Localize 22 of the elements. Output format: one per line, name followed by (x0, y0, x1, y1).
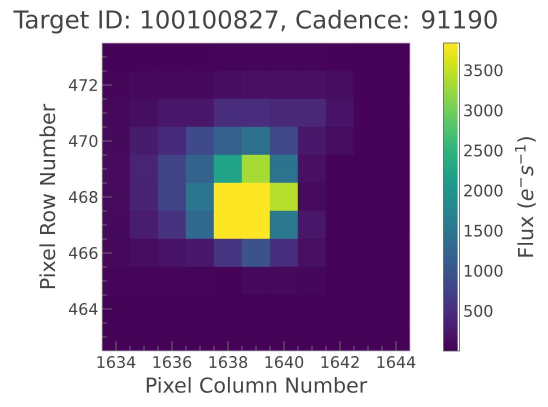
color-bar-label: 2000 (464, 184, 502, 197)
x-tick-label: 1638 (210, 356, 248, 368)
y-tick-label: 464 (68, 302, 98, 316)
color-bar-label: 3500 (464, 64, 502, 76)
color-bar-label: 500 (464, 304, 492, 317)
color-bar-label: 2500 (464, 144, 502, 156)
x-tick-label: 1640 (266, 356, 304, 368)
y-tick-label: 466 (68, 246, 98, 260)
x-tick-label: 1642 (322, 356, 359, 368)
x-tick-label: 1644 (378, 356, 416, 368)
y-tick-label: 470 (68, 134, 98, 148)
color-bar-label: 3000 (464, 104, 502, 116)
x-axis-title: Pixel Column Number (146, 376, 368, 393)
chart-title: Target ID: 100100827, Cadence: 91190 (13, 10, 497, 34)
color-bar-label: 1000 (464, 264, 502, 277)
y-tick-label: 468 (68, 190, 98, 204)
color-bar-title: Flux (e$^{−}$s$^{−1}$) (515, 137, 536, 257)
color-bar-label: 1500 (464, 224, 502, 237)
y-tick-label: 472 (68, 79, 97, 91)
y-axis-title: Pixel Row Number (39, 104, 56, 288)
x-tick-label: 1636 (154, 356, 192, 368)
x-tick-label: 1634 (98, 356, 136, 368)
